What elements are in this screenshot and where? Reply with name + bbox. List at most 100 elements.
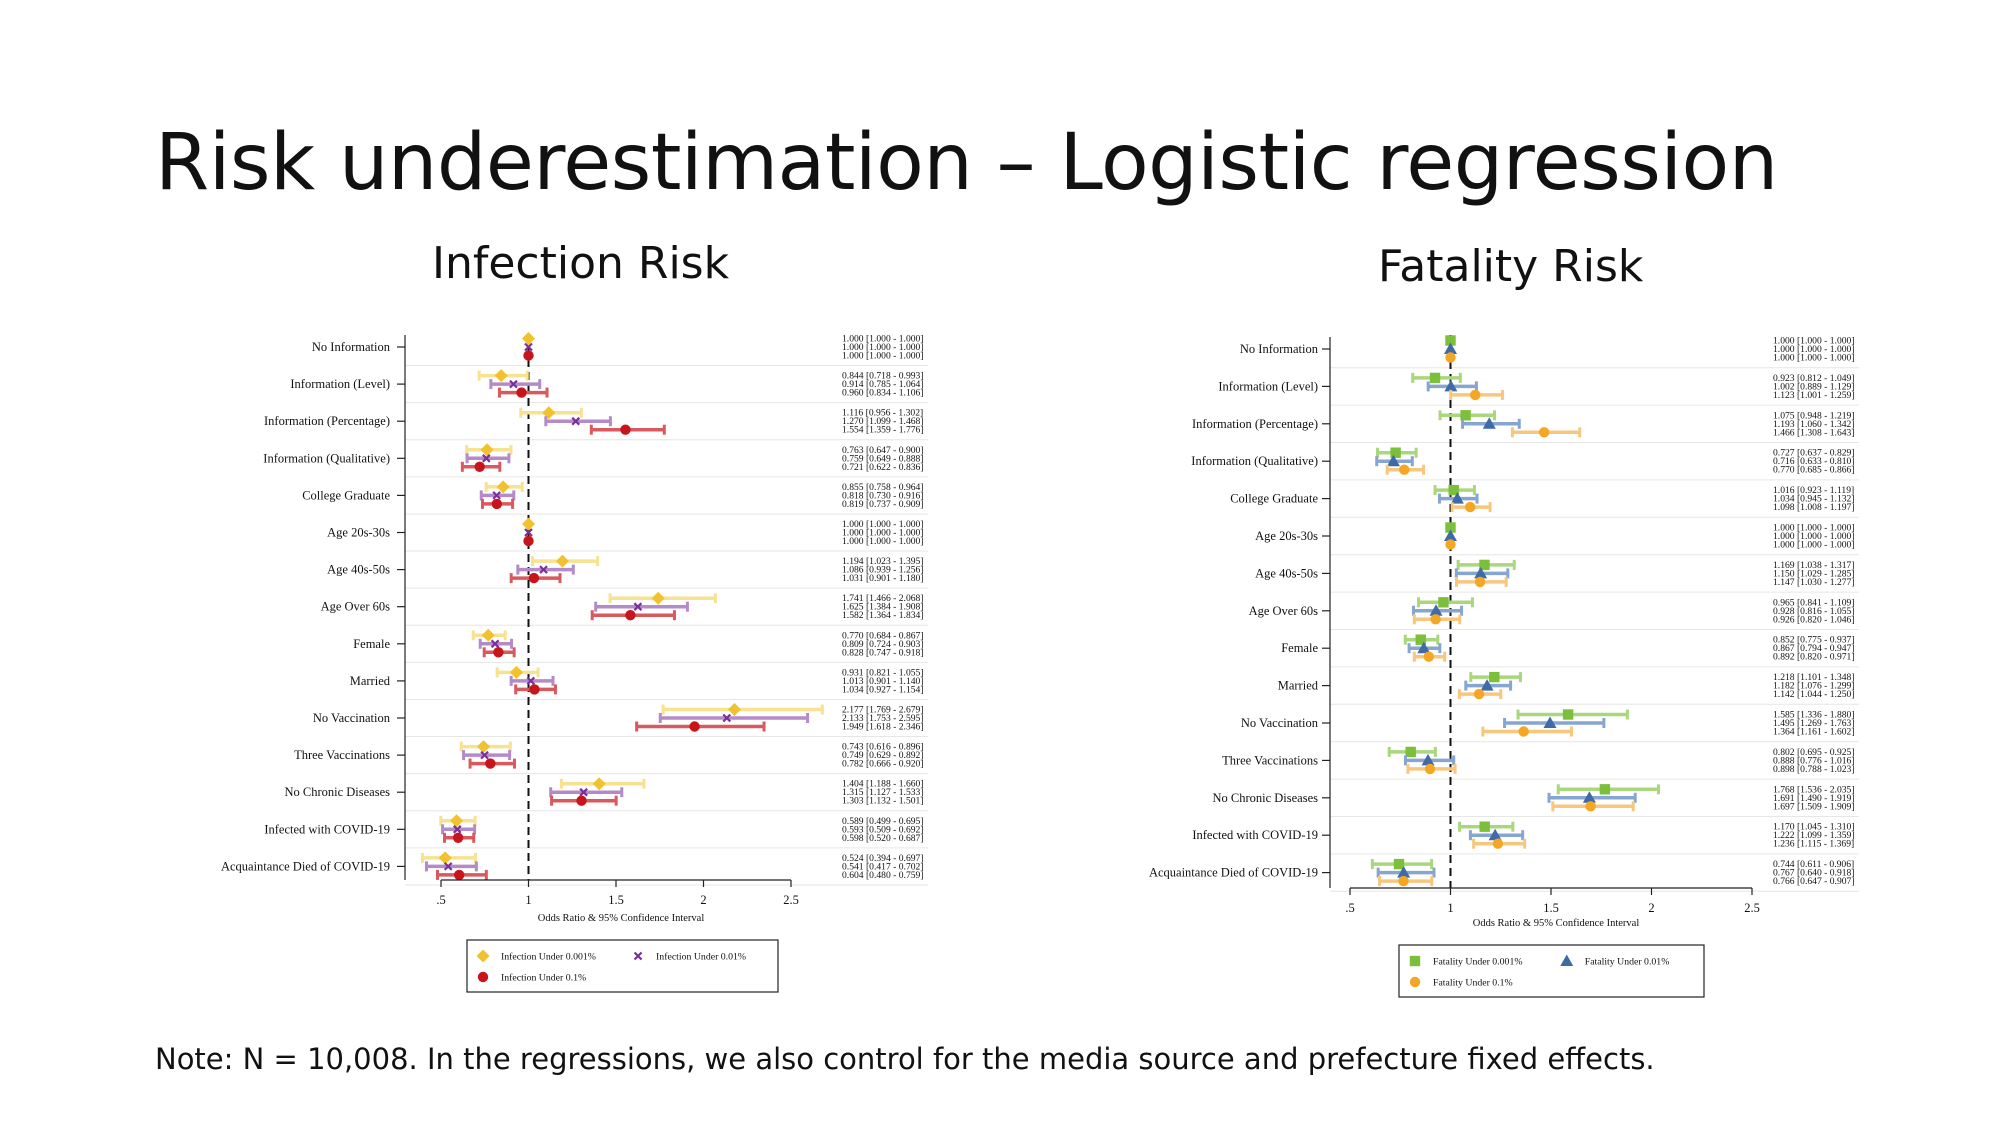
point-estimate [1415,634,1426,645]
estimate-label: 0.923 [0.812 - 1.049] [1773,373,1855,384]
estimate-label: 1.169 [1.038 - 1.317] [1773,560,1855,571]
estimate-label: 0.541 [0.417 - 0.702] [842,861,924,872]
point-estimate [481,628,495,642]
estimate-label: 1.123 [1.001 - 1.259] [1773,390,1855,401]
x-tick-label: 1 [525,893,531,907]
point-estimate [491,498,503,510]
legend-box [1398,944,1705,998]
category-label-three-vaccinations: Three Vaccinations [294,748,390,762]
category-label-infected-with-covid-19: Infected with COVID-19 [1192,828,1318,842]
point-estimate [1386,454,1400,467]
estimate-label: 0.743 [0.616 - 0.896] [842,742,924,753]
estimate-label: 0.828 [0.747 - 0.918] [842,647,924,658]
estimate-label: 1.000 [1.000 - 1.000] [842,536,924,547]
estimate-label: 0.598 [0.520 - 0.687] [842,833,924,844]
estimate-label: 0.818 [0.730 - 0.916] [842,490,924,501]
estimate-label: 0.767 [0.640 - 0.918] [1773,868,1855,879]
point-estimate [1543,716,1557,728]
series-fatality-under-0-001: 1.000 [1.000 - 1.000] 0.923 [0.812 - 1.04… [1370,335,1855,870]
chart-title-fatality: Fatality Risk [1378,241,1644,292]
estimate-label: 0.604 [0.480 - 0.759] [842,870,924,881]
point-estimate [1430,614,1441,625]
point-estimate [452,825,462,834]
category-label-no-vaccination: No Vaccination [313,711,391,725]
estimate-label: 1.218 [1.101 - 1.348] [1773,672,1855,683]
point-estimate [1474,566,1488,579]
estimate-label: 0.749 [0.629 - 0.892] [842,750,924,761]
category-label-married: Married [1278,679,1319,693]
category-label-information-qualitative: Information (Qualitative) [1191,454,1318,468]
point-estimate [576,795,587,806]
estimate-label: 0.888 [0.776 - 1.016] [1773,755,1855,766]
point-estimate [1445,522,1456,533]
point-estimate [1599,784,1611,795]
estimate-label: 1.768 [1.536 - 2.035] [1773,784,1855,795]
category-label-information-percentage: Information (Percentage) [264,414,390,428]
estimate-label: 1.016 [0.923 - 1.119] [1773,485,1854,496]
estimate-label: 1.554 [1.359 - 1.776] [842,425,924,436]
estimate-label: 2.133 [1.753 - 2.595] [842,713,924,724]
point-estimate [1445,539,1456,550]
estimate-label: 0.763 [0.647 - 0.900] [842,445,924,456]
series-infection-under-0-01: 1.000 [1.000 - 1.000] 0.914 [0.785 - 1.06… [424,342,924,872]
estimate-label: 1.000 [1.000 - 1.000] [842,519,924,530]
estimate-label: 1.000 [1.000 - 1.000] [842,342,924,353]
x-axis-label: Odds Ratio & 95% Confidence Interval [1473,918,1640,929]
point-estimate [579,787,588,797]
estimate-label: 1.193 [1.060 - 1.342] [1773,419,1855,430]
estimate-label: 1.000 [1.000 - 1.000] [1773,336,1855,347]
category-label-age-20s-30s: Age 20s-30s [327,526,390,540]
category-label-information-percentage: Information (Percentage) [1192,417,1318,431]
estimate-label: 1.150 [1.029 - 1.285] [1773,568,1855,579]
point-estimate [689,721,700,732]
category-label-age-20s-30s: Age 20s-30s [1255,529,1318,543]
point-estimate [480,750,489,760]
legend-marker-fatality-under-0-1 [1409,976,1421,988]
point-estimate [496,480,510,494]
point-estimate [438,851,452,865]
point-estimate [1429,372,1441,384]
point-estimate [1474,576,1486,588]
estimate-label: 1.222 [1.099 - 1.359] [1773,830,1855,841]
point-estimate [474,461,485,472]
point-estimate [1492,838,1504,849]
legend-marker-infection-under-0-1 [477,971,489,983]
estimate-label: 1.170 [1.045 - 1.310] [1773,822,1855,833]
estimate-label: 1.315 [1.127 - 1.533] [842,787,924,798]
point-estimate [1464,501,1476,513]
point-estimate [1444,379,1458,392]
series-infection-under-0-1: 1.000 [1.000 - 1.000] 0.960 [0.834 - 1.10… [436,350,924,881]
point-estimate [651,591,665,605]
point-estimate [542,406,556,420]
point-estimate [1479,559,1490,571]
legend: Infection Under 0.001% Infection Under 0.… [466,939,779,993]
category-label-married: Married [350,674,391,688]
estimate-label: 1.000 [1.000 - 1.000] [1773,540,1855,551]
point-estimate [524,342,533,352]
series-infection-under-0-001: 1.000 [1.000 - 1.000] 0.844 [0.718 - 0.99… [420,332,924,865]
estimate-label: 1.000 [1.000 - 1.000] [842,351,924,362]
point-estimate [1444,529,1457,541]
point-estimate [1489,671,1500,683]
category-label-female: Female [1281,641,1318,655]
estimate-label: 0.721 [0.622 - 0.836] [842,462,924,473]
point-estimate [1473,688,1485,700]
point-estimate [1470,389,1481,401]
estimate-label: 1.495 [1.269 - 1.763] [1773,718,1855,729]
point-estimate [722,713,732,723]
point-estimate [523,350,534,361]
point-estimate [1479,821,1490,832]
point-estimate [1423,651,1434,662]
legend-label-fatality-under-0-1: Fatality Under 0.1% [1433,978,1513,989]
point-estimate [1448,484,1459,496]
estimate-label: 0.844 [0.718 - 0.993] [842,371,924,382]
point-estimate [1398,875,1409,887]
category-label-information-level: Information (Level) [1218,379,1318,393]
legend: Fatality Under 0.001% Fatality Under 0.01… [1398,944,1705,998]
estimate-label: 1.000 [1.000 - 1.000] [1773,523,1855,534]
point-estimate [1445,352,1456,363]
point-estimate [1585,801,1596,812]
point-estimate [509,665,523,679]
estimate-label: 1.303 [1.132 - 1.501] [842,796,924,807]
estimate-label: 0.770 [0.685 - 0.866] [1773,465,1855,476]
